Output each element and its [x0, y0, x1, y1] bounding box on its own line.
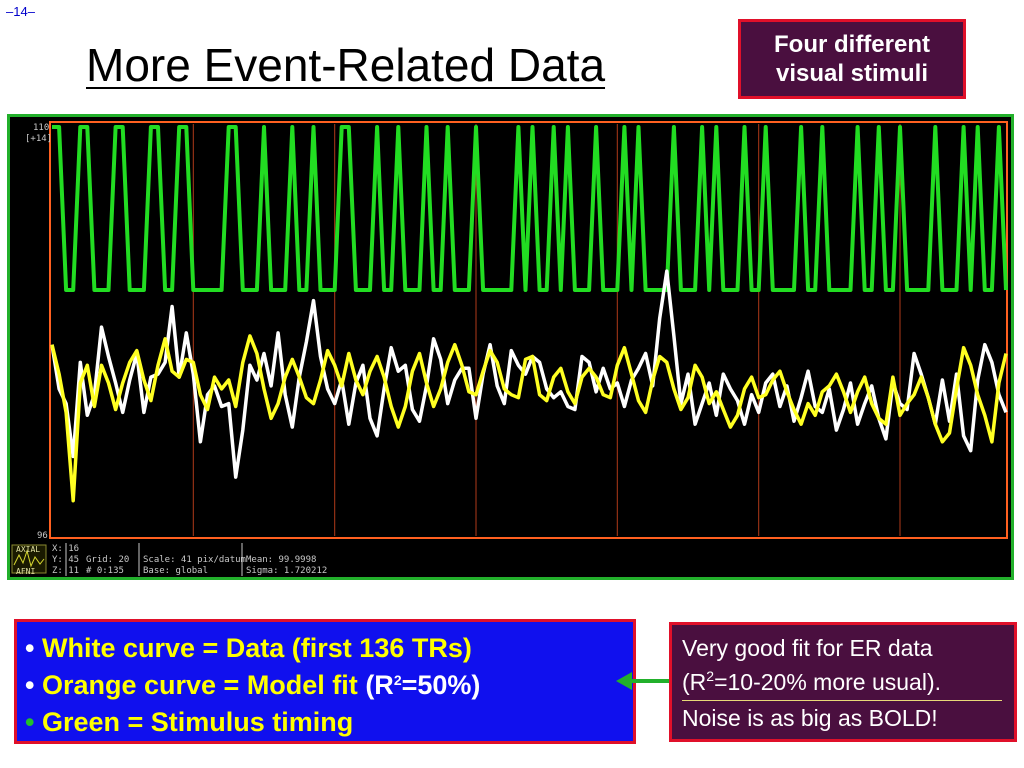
legend-r2-prefix: (R	[365, 670, 394, 700]
legend-stimulus-text: Green = Stimulus timing	[41, 707, 354, 737]
y-min-label: 96	[37, 531, 48, 541]
legend-data-text: White curve = Data (first 136 TRs)	[41, 633, 472, 663]
legend-box: • White curve = Data (first 136 TRs) • O…	[14, 619, 636, 744]
afni-graph-window: 110 [+14] 96 AXIAL AFNI X: 16 Y: 45 Z: 1…	[7, 114, 1014, 580]
fit-note-divider	[682, 700, 1002, 701]
green-arrow-icon	[616, 672, 670, 690]
legend-model-text: Orange curve = Model fit	[41, 670, 358, 700]
sigma-info: Sigma: 1.720212	[246, 566, 327, 576]
fit-note-line2: (R2=10-20% more usual).	[682, 665, 1014, 699]
legend-r2-sup: 2	[393, 672, 402, 688]
slide-title: More Event-Related Data	[86, 39, 606, 91]
fit-note-r2-sup: 2	[706, 668, 715, 684]
base-info: Base: global	[143, 566, 208, 576]
fit-note-callout: Very good fit for ER data (R2=10-20% mor…	[669, 622, 1017, 742]
legend-stimulus-line: • Green = Stimulus timing	[25, 704, 633, 741]
fit-note-r2-prefix: (R	[682, 669, 707, 695]
thumbnail-top-label: AXIAL	[16, 545, 40, 554]
time-series-plot: 110 [+14] 96 AXIAL AFNI X: 16 Y: 45 Z: 1…	[10, 117, 1011, 577]
index-range: # 0:135	[86, 566, 124, 576]
thumbnail[interactable]: AXIAL AFNI	[11, 544, 47, 576]
coord-z: Z: 11	[52, 566, 79, 576]
legend-r2: (R2=50%)	[365, 670, 480, 700]
coord-y: Y: 45	[52, 555, 79, 565]
legend-bullet: •	[25, 670, 35, 700]
fit-note-line1: Very good fit for ER data	[682, 635, 933, 661]
legend-r2-value: =50%)	[401, 670, 481, 700]
fit-note-line3: Noise is as big as BOLD!	[682, 705, 938, 731]
legend-bullet: •	[25, 633, 35, 663]
grid-info: Grid: 20	[86, 555, 129, 565]
grid-lines	[192, 124, 901, 536]
stimulus-curve	[52, 125, 1008, 292]
legend-bullet: •	[25, 707, 35, 737]
y-max-sublabel: [+14]	[25, 134, 52, 144]
mean-info: Mean: 99.9998	[246, 555, 316, 565]
model-curve	[50, 334, 1008, 503]
coord-x: X: 16	[52, 544, 79, 554]
stimuli-callout-line1: Four different	[774, 31, 930, 58]
scale-info: Scale: 41 pix/datum	[143, 555, 246, 565]
legend-data-line: • White curve = Data (first 136 TRs)	[25, 630, 633, 667]
stimuli-callout-line2: visual stimuli	[775, 60, 929, 87]
thumbnail-sparkline	[13, 549, 45, 568]
plot-border	[49, 121, 1008, 539]
legend-model-line: • Orange curve = Model fit (R2=50%)	[25, 667, 633, 704]
page-number: –14–	[6, 4, 35, 19]
y-max-label: 110	[33, 123, 49, 133]
stimuli-callout: Four different visual stimuli	[738, 19, 966, 99]
fit-note-r2-range: =10-20% more usual).	[714, 669, 942, 695]
thumbnail-bottom-label: AFNI	[16, 567, 35, 576]
